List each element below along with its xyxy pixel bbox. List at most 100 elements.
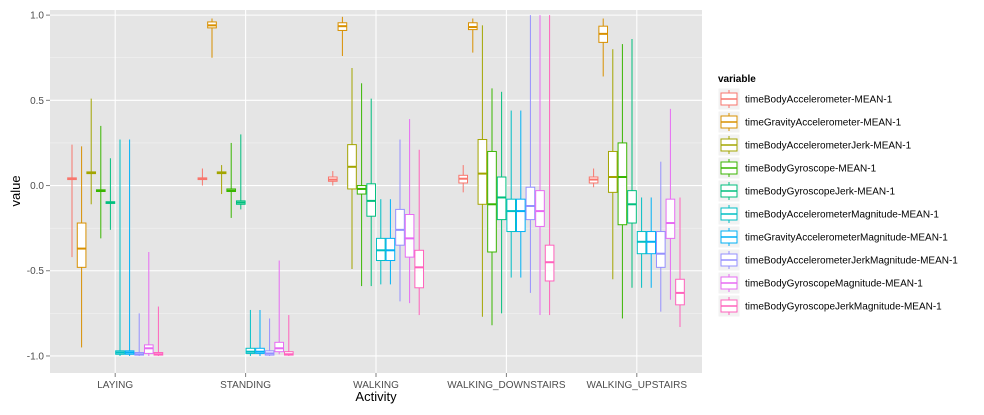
box xyxy=(617,44,628,319)
box-body xyxy=(515,198,526,233)
box xyxy=(395,139,405,302)
legend-label: timeBodyAccelerometerJerkMagnitude-MEAN-… xyxy=(745,256,958,267)
box-body xyxy=(607,150,618,193)
y-tick-label: 1.0 xyxy=(30,11,44,22)
box xyxy=(356,83,367,287)
box-body xyxy=(627,190,637,224)
box xyxy=(607,49,618,280)
box-body xyxy=(617,142,628,226)
y-tick-label: 0.5 xyxy=(30,96,44,107)
y-tick-label: -0.5 xyxy=(27,266,45,277)
box xyxy=(467,18,478,53)
box xyxy=(245,309,256,356)
box xyxy=(636,197,647,288)
x-tick-label: WALKING xyxy=(353,380,399,391)
box xyxy=(515,110,526,278)
box xyxy=(535,15,545,316)
box xyxy=(646,197,657,288)
box-body xyxy=(535,190,545,227)
y-tick-label: 0.0 xyxy=(30,181,44,192)
box-body xyxy=(525,186,536,221)
x-axis-title: Activity xyxy=(355,389,397,404)
legend-label: timeBodyAccelerometerMagnitude-MEAN-1 xyxy=(745,210,939,221)
box-body xyxy=(506,198,517,233)
box xyxy=(67,144,77,258)
legend-item: timeGravityAccelerometer-MEAN-1 xyxy=(717,110,902,134)
legend-label: timeGravityAccelerometer-MEAN-1 xyxy=(745,118,902,129)
box-body xyxy=(395,208,405,246)
box xyxy=(216,165,227,195)
box xyxy=(76,146,87,348)
box xyxy=(95,125,106,239)
box-body xyxy=(414,249,425,289)
legend-label: timeBodyGyroscope-MEAN-1 xyxy=(745,164,877,175)
box xyxy=(458,165,469,193)
box xyxy=(655,161,666,312)
x-tick-label: WALKING_UPSTAIRS xyxy=(587,380,688,391)
box xyxy=(496,91,507,314)
x-tick-label: LAYING xyxy=(97,380,133,391)
legend-item: timeBodyGyroscope-MEAN-1 xyxy=(717,156,877,180)
legend-item: timeBodyAccelerometerJerkMagnitude-MEAN-… xyxy=(717,248,958,272)
box xyxy=(627,38,637,288)
legend-item: timeBodyGyroscopeJerkMagnitude-MEAN-1 xyxy=(717,294,942,318)
box xyxy=(506,110,517,278)
box xyxy=(544,15,555,316)
box xyxy=(404,119,415,304)
box xyxy=(477,25,488,317)
box xyxy=(264,318,275,356)
box xyxy=(226,142,237,218)
box-body xyxy=(665,198,676,239)
box xyxy=(327,171,338,186)
legend-item: timeBodyAccelerometerMagnitude-MEAN-1 xyxy=(717,202,939,226)
x-axis: LAYING STANDING WALKING WALKING_DOWNSTAIRS W… xyxy=(97,373,687,391)
box xyxy=(143,252,154,356)
legend-label: timeBodyGyroscopeMagnitude-MEAN-1 xyxy=(745,279,923,290)
box-body xyxy=(274,341,285,353)
y-tick-label: -1.0 xyxy=(27,351,45,362)
box xyxy=(347,67,357,270)
legend: variable timeBodyAccelerometer-MEAN-1 tim… xyxy=(717,74,958,318)
box xyxy=(375,199,386,285)
box xyxy=(414,149,425,316)
box-body xyxy=(404,214,415,258)
box xyxy=(337,16,348,57)
box xyxy=(105,158,116,230)
box xyxy=(385,199,396,285)
y-axis: 1.0 0.5 0.0 -0.5 -1.0 xyxy=(27,11,50,362)
box xyxy=(525,15,536,293)
legend-label: timeGravityAccelerometerMagnitude-MEAN-1 xyxy=(745,233,948,244)
box xyxy=(197,168,208,186)
x-tick-label: STANDING xyxy=(220,380,271,391)
box-series-group xyxy=(67,15,685,356)
x-tick-label: WALKING_DOWNSTAIRS xyxy=(447,380,566,391)
box xyxy=(115,139,125,356)
box xyxy=(153,306,164,356)
legend-label: timeBodyGyroscopeJerkMagnitude-MEAN-1 xyxy=(745,302,942,313)
box xyxy=(274,260,285,355)
box xyxy=(86,98,97,205)
legend-label: timeBodyAccelerometer-MEAN-1 xyxy=(745,95,893,106)
legend-label: timeBodyGyroscopeJerk-MEAN-1 xyxy=(745,187,895,198)
box xyxy=(366,98,377,287)
box-body xyxy=(655,231,666,268)
box xyxy=(255,309,265,356)
box xyxy=(124,139,135,356)
box xyxy=(134,313,145,356)
box xyxy=(665,108,676,300)
legend-item: timeBodyGyroscopeMagnitude-MEAN-1 xyxy=(717,271,923,295)
box xyxy=(207,18,217,58)
box-body xyxy=(477,139,488,205)
box xyxy=(235,134,246,210)
box xyxy=(487,88,497,326)
box xyxy=(283,315,294,356)
legend-item: timeGravityAccelerometerMagnitude-MEAN-1 xyxy=(717,225,948,249)
legend-title: variable xyxy=(718,74,756,85)
legend-item: timeBodyGyroscopeJerk-MEAN-1 xyxy=(717,179,895,203)
legend-item: timeBodyAccelerometerJerk-MEAN-1 xyxy=(717,133,912,157)
box xyxy=(675,197,685,327)
box xyxy=(588,168,599,188)
box-body xyxy=(487,150,497,253)
legend-item: timeBodyAccelerometer-MEAN-1 xyxy=(717,87,893,111)
